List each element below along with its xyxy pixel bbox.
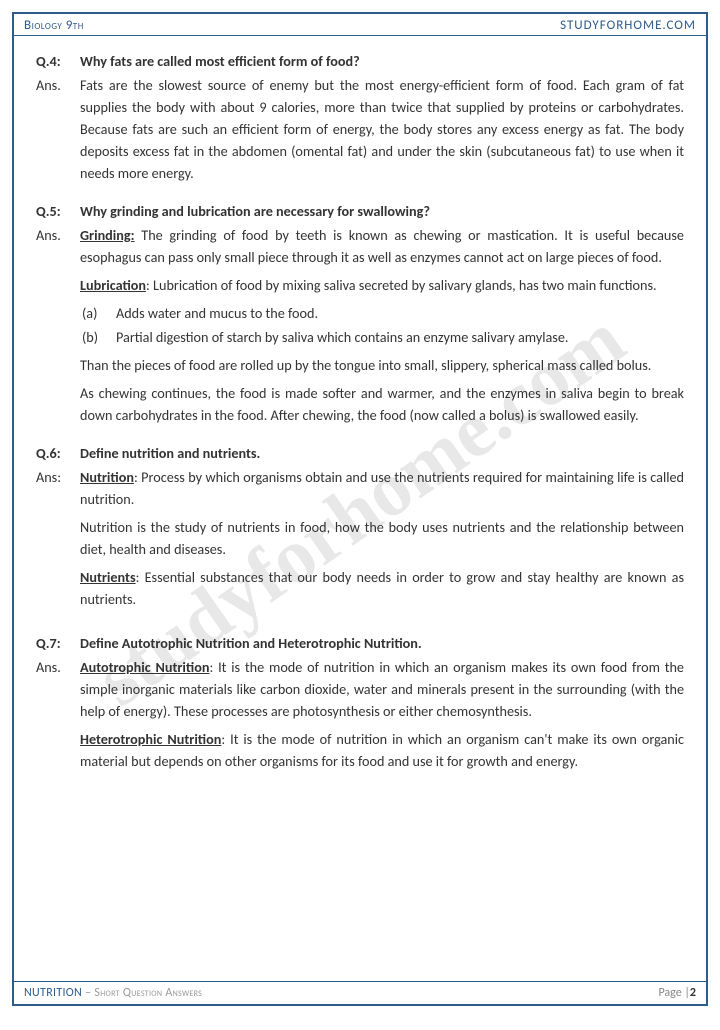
nutrition-text: : Process by which organisms obtain and … <box>80 468 684 508</box>
lubrication-para: Lubrication: Lubrication of food by mixi… <box>80 274 684 296</box>
term-grinding: Grinding: <box>80 226 135 244</box>
answer-text: Grinding: The grinding of food by teeth … <box>80 224 684 268</box>
answer-label: Ans: <box>36 466 80 510</box>
sub-a-label: (a) <box>80 302 116 324</box>
question-5: Q.5: Why grinding and lubrication are ne… <box>36 200 684 426</box>
footer-chapter: NUTRITION – Short Question Answers <box>24 986 202 1000</box>
question-text: Define Autotrophic Nutrition and Heterot… <box>80 632 684 654</box>
nutrients-text: : Essential substances that our body nee… <box>80 568 684 608</box>
chapter-sub: – Short Question Answers <box>82 986 202 1000</box>
lubrication-text: : Lubrication of food by mixing saliva s… <box>146 276 657 294</box>
heterotrophic-para: Heterotrophic Nutrition: It is the mode … <box>80 728 684 772</box>
q6-para1: Nutrition is the study of nutrients in f… <box>80 516 684 560</box>
page-content: Q.4: Why fats are called most efficient … <box>14 36 706 798</box>
question-number: Q.7: <box>36 632 80 654</box>
question-6: Q.6: Define nutrition and nutrients. Ans… <box>36 442 684 610</box>
question-number: Q.4: <box>36 50 80 72</box>
page-header: Biology 9th STUDYFORHOME.COM <box>14 14 706 36</box>
sub-a-text: Adds water and mucus to the food. <box>116 302 684 324</box>
footer-page: Page |2 <box>658 986 696 1000</box>
question-7: Q.7: Define Autotrophic Nutrition and He… <box>36 632 684 772</box>
sub-b-label: (b) <box>80 326 116 348</box>
header-site: STUDYFORHOME.COM <box>560 18 696 33</box>
answer-text: Autotrophic Nutrition: It is the mode of… <box>80 656 684 722</box>
document-page: studyforhome.com Biology 9th STUDYFORHOM… <box>12 12 708 1006</box>
sublist: (a)Adds water and mucus to the food. (b)… <box>80 302 684 348</box>
term-nutrients: Nutrients <box>80 568 136 586</box>
page-footer: NUTRITION – Short Question Answers Page … <box>14 981 706 1004</box>
page-number: 2 <box>690 986 696 1000</box>
question-text: Why grinding and lubrication are necessa… <box>80 200 684 222</box>
header-subject: Biology 9th <box>24 18 84 33</box>
term-lubrication: Lubrication <box>80 276 146 294</box>
question-4: Q.4: Why fats are called most efficient … <box>36 50 684 184</box>
q5-para1: Than the pieces of food are rolled up by… <box>80 354 684 376</box>
answer-text: Nutrition: Process by which organisms ob… <box>80 466 684 510</box>
answer-text: Fats are the slowest source of enemy but… <box>80 74 684 184</box>
grinding-text: The grinding of food by teeth is known a… <box>80 226 684 266</box>
question-text: Why fats are called most efficient form … <box>80 50 684 72</box>
nutrients-para: Nutrients: Essential substances that our… <box>80 566 684 610</box>
answer-label: Ans. <box>36 656 80 722</box>
page-label: Page | <box>658 986 689 1000</box>
answer-label: Ans. <box>36 74 80 184</box>
question-number: Q.6: <box>36 442 80 464</box>
chapter-name: NUTRITION <box>24 986 82 1000</box>
term-heterotrophic: Heterotrophic Nutrition <box>80 730 221 748</box>
q5-para2: As chewing continues, the food is made s… <box>80 382 684 426</box>
term-autotrophic: Autotrophic Nutrition <box>80 658 209 676</box>
term-nutrition: Nutrition <box>80 468 134 486</box>
sub-b-text: Partial digestion of starch by saliva wh… <box>116 326 684 348</box>
answer-label: Ans. <box>36 224 80 268</box>
question-text: Define nutrition and nutrients. <box>80 442 684 464</box>
question-number: Q.5: <box>36 200 80 222</box>
